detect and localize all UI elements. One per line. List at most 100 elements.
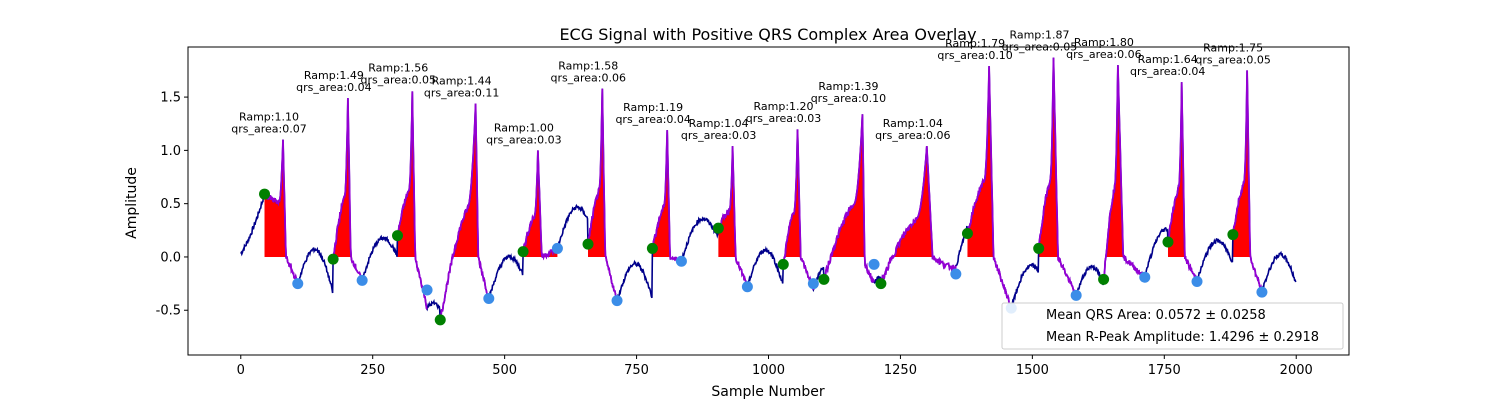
x-tick-label-1500: 1500 — [1016, 363, 1049, 378]
qrs-area-fill-1 — [264, 139, 298, 257]
qrs-area-label-7: qrs_area:0.04 — [615, 113, 690, 126]
y-tick-label-1.5: 1.5 — [160, 91, 181, 106]
ramp-label-8: Ramp:1.04 — [689, 117, 749, 130]
y-axis-label: Amplitude — [124, 167, 140, 239]
qrs-onset-marker-15 — [1162, 236, 1174, 248]
qrs-area-label-8: qrs_area:0.03 — [681, 129, 756, 142]
qrs-offset-marker-2 — [356, 274, 368, 286]
qrs-area-label-9: qrs_area:0.03 — [746, 112, 821, 125]
qrs-segment-15 — [1167, 82, 1198, 283]
x-tick-label-1000: 1000 — [752, 363, 785, 378]
ramp-label-9: Ramp:1.20 — [754, 100, 814, 113]
qrs-area-label-4: qrs_area:0.11 — [424, 86, 499, 99]
qrs-area-fill-14 — [1103, 65, 1145, 257]
qrs-onset-marker-2 — [327, 253, 339, 265]
qrs-area-fill-5 — [523, 150, 558, 257]
qrs-area-fill-10 — [823, 114, 875, 257]
qrs-area-fill-3 — [397, 91, 428, 258]
x-axis-label: Sample Number — [711, 384, 824, 400]
qrs-offset-marker-5 — [551, 242, 563, 254]
legend: Mean QRS Area: 0.0572 ± 0.0258 Mean R-Pe… — [1001, 302, 1344, 350]
qrs-area-fill-12 — [967, 66, 1012, 257]
qrs-segment-8 — [717, 146, 749, 291]
qrs-onset-marker-13 — [1033, 242, 1045, 254]
x-tick-label-750: 750 — [624, 363, 649, 378]
legend-entry-mean-r-peak-amplitude: Mean R-Peak Amplitude: 1.4296 ± 0.2918 — [1046, 330, 1319, 345]
qrs-offset-marker-10 — [868, 258, 880, 270]
qrs-area-fill-6 — [588, 88, 618, 257]
ramp-label-16: Ramp:1.75 — [1203, 41, 1263, 54]
x-tick-label-500: 500 — [492, 363, 517, 378]
ramp-label-6: Ramp:1.58 — [558, 60, 618, 73]
qrs-onset-marker-6 — [582, 238, 594, 250]
qrs-segment-14 — [1102, 65, 1146, 281]
ramp-label-2: Ramp:1.49 — [304, 69, 364, 82]
qrs-segment-6 — [587, 88, 618, 302]
ramp-label-14: Ramp:1.80 — [1074, 36, 1134, 49]
qrs-onset-marker-16 — [1227, 229, 1239, 241]
qrs-segment-11 — [880, 146, 957, 286]
y-tick-label--0.5: -0.5 — [156, 304, 181, 319]
ramp-label-3: Ramp:1.56 — [368, 62, 428, 75]
qrs-area-fill-4 — [440, 103, 489, 257]
qrs-onset-marker-11 — [875, 278, 887, 290]
qrs-area-label-10: qrs_area:0.10 — [811, 92, 886, 105]
qrs-offset-marker-9 — [807, 278, 819, 290]
qrs-segment-2 — [332, 98, 363, 283]
qrs-segment-1 — [263, 139, 299, 285]
qrs-area-label-2: qrs_area:0.04 — [296, 81, 371, 94]
plot-content — [240, 57, 1297, 326]
x-tick-label-2000: 2000 — [1280, 363, 1313, 378]
qrs-area-label-14: qrs_area:0.06 — [1066, 48, 1141, 61]
qrs-area-label-3: qrs_area:0.05 — [361, 74, 436, 87]
qrs-area-fill-16 — [1232, 70, 1262, 258]
qrs-onset-marker-1 — [259, 188, 271, 200]
qrs-offset-marker-1 — [292, 278, 304, 290]
qrs-onset-marker-14 — [1098, 273, 1110, 285]
qrs-offset-marker-11 — [950, 268, 962, 280]
x-tick-label-250: 250 — [360, 363, 385, 378]
qrs-onset-marker-5 — [517, 246, 529, 258]
qrs-segment-16 — [1232, 70, 1263, 293]
qrs-offset-marker-6 — [611, 295, 623, 307]
qrs-area-label-11: qrs_area:0.06 — [875, 129, 950, 142]
x-tick-label-1250: 1250 — [884, 363, 917, 378]
plot-area: Ramp:1.10qrs_area:0.07Ramp:1.49qrs_area:… — [156, 29, 1350, 378]
qrs-offset-marker-15 — [1191, 275, 1203, 287]
ramp-label-1: Ramp:1.10 — [239, 111, 299, 124]
qrs-offset-marker-3 — [421, 284, 433, 296]
qrs-area-label-5: qrs_area:0.03 — [486, 133, 561, 146]
qrs-onset-marker-7 — [646, 242, 658, 254]
ramp-label-13: Ramp:1.87 — [1009, 29, 1069, 42]
qrs-onset-marker-9 — [777, 258, 789, 270]
ramp-label-15: Ramp:1.64 — [1138, 53, 1198, 66]
qrs-offset-marker-16 — [1256, 286, 1268, 298]
y-tick-label-0.5: 0.5 — [160, 197, 181, 212]
qrs-area-fill-11 — [880, 146, 956, 257]
ramp-label-4: Ramp:1.44 — [432, 74, 492, 87]
qrs-segment-10 — [823, 114, 875, 283]
ramp-label-7: Ramp:1.19 — [623, 101, 683, 114]
qrs-onset-marker-12 — [961, 228, 973, 240]
x-tick-label-0: 0 — [237, 363, 245, 378]
qrs-area-fill-8 — [718, 146, 748, 257]
qrs-segment-3 — [396, 91, 428, 310]
qrs-segment-12 — [966, 66, 1013, 310]
qrs-segment-13 — [1037, 57, 1077, 298]
chart-title: ECG Signal with Positive QRS Complex Are… — [559, 25, 976, 44]
qrs-offset-marker-13 — [1070, 289, 1082, 301]
qrs-onset-marker-3 — [392, 230, 404, 242]
qrs-area-fill-13 — [1038, 57, 1077, 258]
qrs-area-label-1: qrs_area:0.07 — [231, 123, 306, 136]
ramp-label-10: Ramp:1.39 — [818, 80, 878, 93]
qrs-onset-marker-10 — [818, 273, 830, 285]
qrs-segment-4 — [439, 103, 490, 323]
qrs-onset-marker-4 — [434, 314, 446, 326]
qrs-area-label-15: qrs_area:0.04 — [1130, 65, 1205, 78]
qrs-area-label-16: qrs_area:0.05 — [1195, 53, 1270, 66]
y-tick-label-0: 0.0 — [160, 250, 181, 265]
ramp-label-11: Ramp:1.04 — [883, 117, 943, 130]
qrs-area-fill-7 — [652, 130, 682, 257]
qrs-area-label-12: qrs_area:0.10 — [937, 49, 1012, 62]
ramp-label-5: Ramp:1.00 — [494, 121, 554, 134]
